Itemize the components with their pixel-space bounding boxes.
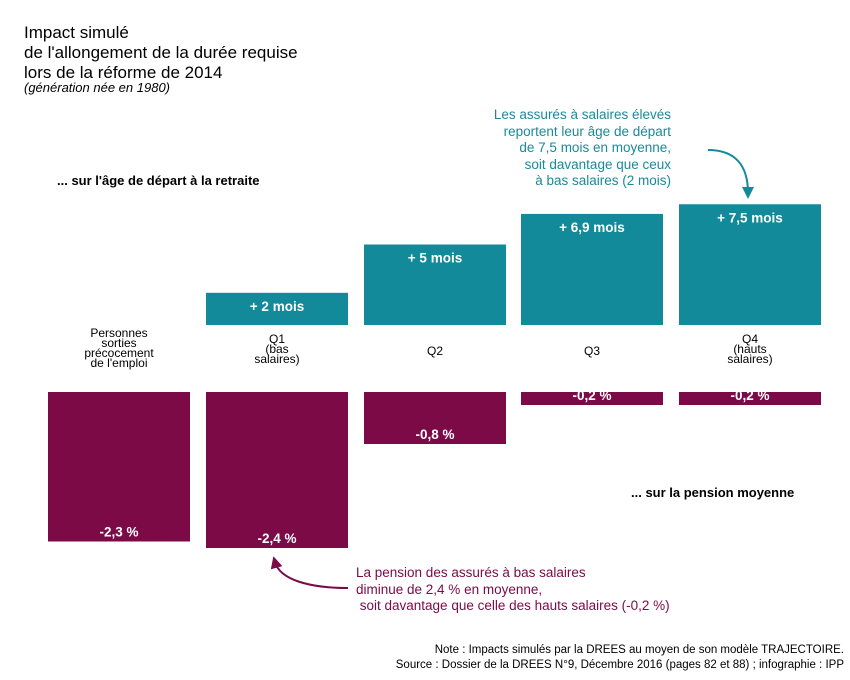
- bar-age-3: [521, 213, 663, 325]
- source-line: Source : Dossier de la DREES N°9, Décemb…: [395, 659, 844, 671]
- chart-subtitle: (génération née en 1980): [24, 80, 171, 95]
- category-label-0-2: précocement: [84, 346, 154, 360]
- section-label-retirement-age: ... sur l'âge de départ à la retraite: [57, 173, 260, 188]
- category-label-1-2: salaires): [254, 352, 299, 366]
- bar-age-label-1: + 2 mois: [250, 299, 304, 314]
- note-line: Note : Impacts simulés par la DREES au m…: [434, 644, 844, 656]
- annotation-high-line-5: à bas salaires (2 mois): [535, 173, 671, 188]
- annotation-high-line-3: de 7,5 mois en moyenne,: [519, 140, 671, 155]
- annotation-high-line-2: reportent leur âge de départ: [503, 123, 671, 139]
- annotation-low-line-2: diminue de 2,4 % en moyenne,: [356, 581, 543, 597]
- title-line-3: lors de la réforme de 2014: [24, 63, 223, 82]
- annotation-high-salaries: Les assurés à salaires élevés reportent …: [411, 107, 671, 190]
- category-label-3-0: Q3: [584, 344, 600, 358]
- arrow-plum-icon: [270, 556, 349, 589]
- bar-pension-4: [679, 392, 821, 405]
- bar-age-4: [679, 204, 821, 325]
- annotation-low-salaries: La pension des assurés à bas salaires di…: [356, 565, 670, 615]
- bar-pension-2: [364, 392, 506, 444]
- annotation-low-line-1: La pension des assurés à bas salaires: [356, 565, 586, 580]
- annotation-low-line-3: soit davantage que celle des hauts salai…: [356, 598, 670, 613]
- category-label-2-0: Q2: [427, 344, 443, 358]
- bar-age-label-3: + 6,9 mois: [559, 220, 625, 235]
- bar-pension-0: [48, 392, 190, 542]
- section-label-pension: ... sur la pension moyenne: [631, 485, 795, 500]
- bar-age-2: [364, 244, 506, 325]
- bar-pension-label-4: -0,2 %: [730, 388, 769, 403]
- annotation-high-line-4: soit davantage que ceux: [524, 156, 671, 172]
- bar-pension-3: [521, 392, 663, 405]
- chart-title: Impact simulé de l'allongement de la dur…: [24, 23, 298, 83]
- arrow-teal-icon: [707, 149, 754, 199]
- category-label-1-0: Q1: [269, 332, 285, 346]
- category-label-4-0: Q4: [742, 332, 758, 346]
- title-line-2: de l'allongement de la durée requise: [24, 43, 298, 62]
- category-label-0-3: de l'emploi: [91, 356, 148, 370]
- title-line-1: Impact simulé: [24, 23, 129, 42]
- category-label-1-1: (bas: [265, 342, 288, 356]
- source-note: Note : Impacts simulés par la DREES au m…: [396, 643, 844, 673]
- bar-age-1: [206, 292, 348, 325]
- bar-pension-1: [206, 392, 348, 548]
- bar-age-label-2: + 5 mois: [408, 251, 462, 266]
- bar-pension-label-0: -2,3 %: [99, 525, 138, 540]
- bar-age-label-4: + 7,5 mois: [717, 210, 783, 225]
- category-label-4-2: salaires): [727, 352, 772, 366]
- bar-pension-label-2: -0,8 %: [415, 427, 454, 442]
- annotation-high-line-1: Les assurés à salaires élevés: [493, 107, 671, 122]
- category-label-0-1: sorties: [101, 336, 136, 350]
- category-label-0-0: Personnes: [90, 326, 147, 340]
- category-label-4-1: (hauts: [733, 342, 766, 356]
- bar-pension-label-3: -0,2 %: [572, 388, 611, 403]
- bar-pension-label-1: -2,4 %: [257, 531, 296, 546]
